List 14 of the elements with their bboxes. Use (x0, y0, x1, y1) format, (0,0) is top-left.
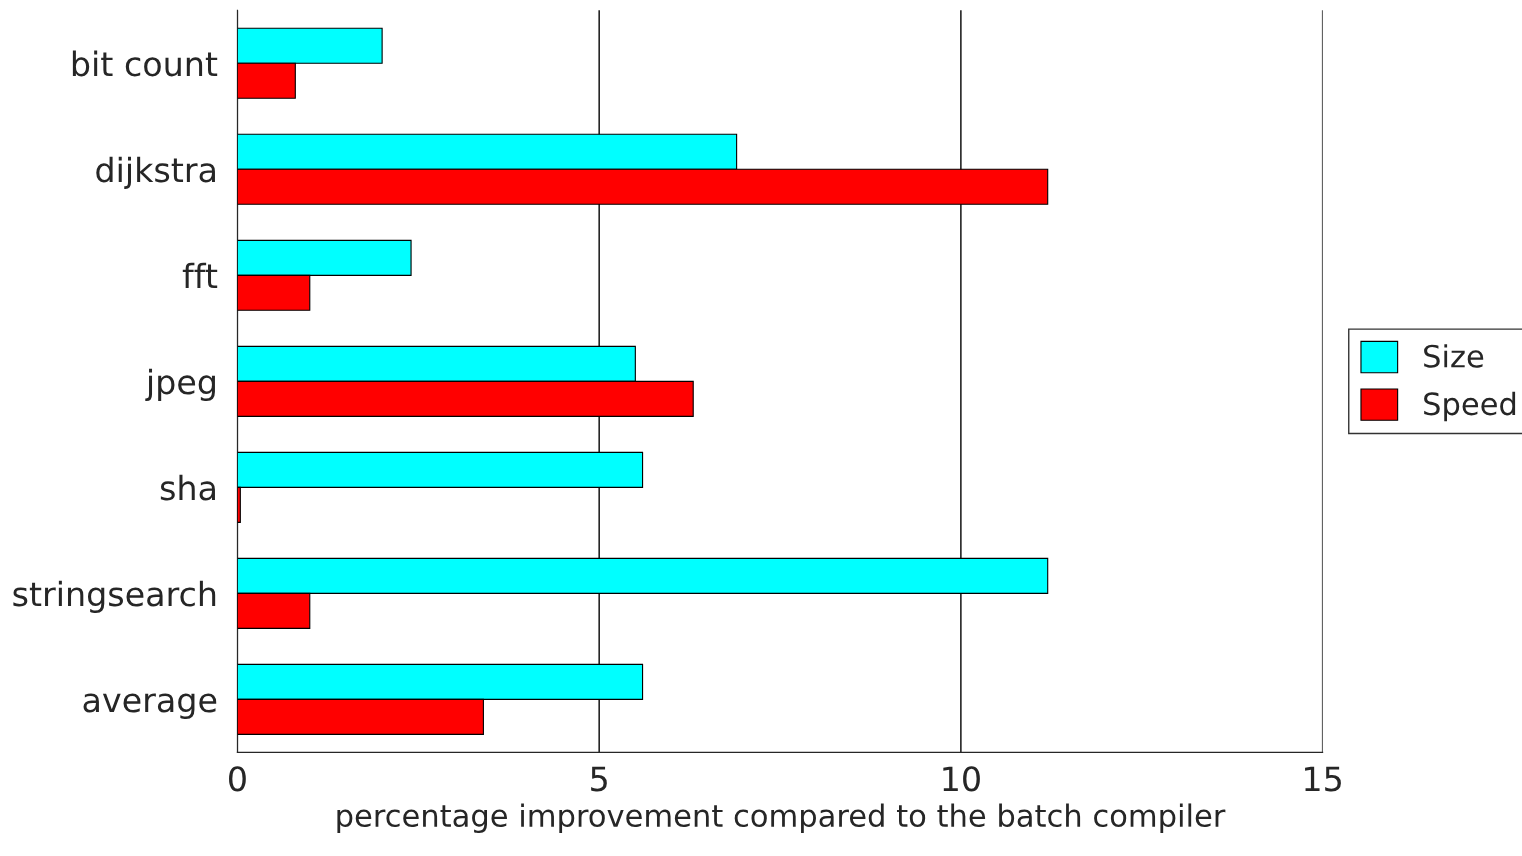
x-tick-label: 0 (229, 766, 246, 792)
y-tick-label: bit count (72, 50, 218, 77)
y-tick-label: average (83, 693, 217, 720)
x-tick-label: 10 (943, 766, 980, 792)
y-tick-label: sha (160, 474, 215, 501)
y-tick-label: dijkstra (96, 156, 215, 189)
legend-label: Size (1424, 344, 1484, 368)
y-tick-label: jpeg (145, 368, 215, 401)
x-tick-label: 15 (1305, 766, 1341, 792)
x-tick-label: 5 (591, 766, 607, 792)
x-axis-title: percentage improvement compared to the batch compiler (337, 803, 1226, 834)
y-tick-label: fft (182, 262, 218, 288)
y-tick-label: stringsearch (13, 580, 216, 613)
legend-label: Speed (1424, 391, 1516, 422)
